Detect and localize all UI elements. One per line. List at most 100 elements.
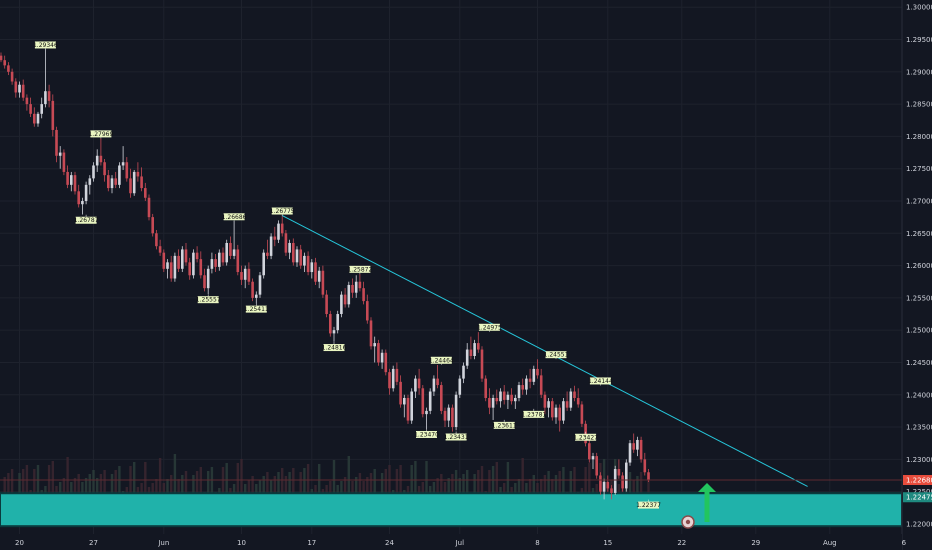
candle [33, 107, 36, 127]
volume-bar [414, 461, 417, 516]
price-axis-label: 1.26500 [906, 230, 932, 238]
pivot-label-box [34, 41, 56, 49]
volume-bar [225, 463, 228, 516]
pivot-label: 1.24144 [588, 377, 613, 386]
candle [380, 349, 384, 369]
time-axis-label: 27 [89, 539, 98, 547]
volume-bar [66, 457, 69, 516]
pivot-label-box [245, 305, 267, 313]
candle [391, 365, 395, 392]
candle [543, 391, 547, 415]
candle-body [99, 155, 103, 163]
pivot-label-box [575, 433, 597, 441]
up-arrow-icon[interactable] [698, 483, 716, 522]
candle [432, 375, 436, 397]
candle-body [258, 275, 262, 295]
candle-body [343, 294, 347, 305]
candle [306, 251, 310, 276]
pivot-label-box [589, 377, 611, 385]
candle [410, 388, 413, 424]
candle-body [403, 397, 406, 405]
candle [499, 388, 502, 408]
price-axis-label: 1.24000 [906, 391, 932, 399]
candle [236, 244, 240, 276]
candle [103, 159, 106, 182]
descending-trendline[interactable] [281, 215, 808, 487]
pivot-label: 1.23431 [444, 431, 469, 441]
time-axis-panel[interactable] [0, 534, 902, 550]
time-axis-label: 29 [751, 539, 760, 547]
candle [251, 278, 254, 302]
candle [173, 252, 177, 282]
candle-body [613, 469, 617, 493]
candle [639, 436, 643, 463]
time-axis-label: 6 [902, 539, 907, 547]
pivot-label: 1.25872 [347, 265, 372, 274]
candle [514, 394, 517, 409]
candle-body [625, 462, 628, 489]
candle [221, 247, 225, 266]
candle-body [236, 249, 240, 273]
candle [573, 385, 576, 402]
candle-body [251, 281, 254, 298]
candle [195, 246, 199, 263]
price-axis-label: 1.23000 [906, 456, 932, 464]
pivot-label: 1.27969 [88, 130, 113, 139]
candle [3, 55, 6, 69]
pivot-label-text: 1.24144 [588, 378, 613, 385]
candle [488, 388, 491, 415]
candle [84, 181, 88, 205]
candle-body [177, 255, 180, 269]
volume-bar [332, 460, 336, 516]
candle-body [528, 378, 532, 382]
volume-bar [173, 454, 177, 516]
pivot-label-text: 1.26686 [222, 214, 247, 221]
candle [99, 138, 103, 166]
candle-body [606, 481, 610, 489]
candle [114, 171, 117, 189]
candle-body [510, 394, 513, 402]
candle-body [488, 397, 491, 408]
candle [299, 244, 302, 269]
candle [47, 84, 51, 108]
candle [373, 336, 376, 363]
pivot-label: 1.24816 [322, 342, 347, 352]
candle-body [473, 343, 476, 356]
volume-bar [158, 458, 162, 516]
candle [118, 162, 121, 189]
candle [414, 375, 417, 398]
candle [206, 265, 210, 294]
candle-body [421, 388, 425, 415]
candle-body [536, 368, 539, 376]
volume-bar [303, 468, 306, 516]
candle [214, 253, 217, 273]
volume-bar [562, 467, 565, 516]
candle-body [617, 469, 621, 476]
candle-body [554, 407, 558, 418]
candle [243, 265, 247, 289]
candle [277, 220, 280, 243]
candle-body [273, 236, 277, 240]
candle [525, 375, 528, 395]
candle [354, 275, 358, 298]
candle-body [377, 343, 380, 363]
candle [110, 175, 114, 194]
pivot-label-box [445, 433, 467, 441]
price-axis-panel[interactable] [902, 0, 932, 550]
candle [181, 246, 184, 273]
candle-body [195, 252, 199, 260]
pivot-label: 1.24975 [477, 323, 502, 332]
pivot-label: 1.25557 [196, 294, 221, 304]
volume-bar [480, 466, 484, 516]
candle [21, 79, 25, 101]
pivot-label-text: 1.29346 [33, 42, 58, 49]
candle [81, 197, 84, 215]
support-zone[interactable] [0, 492, 903, 528]
candle-body [299, 249, 302, 266]
candle [14, 78, 18, 98]
price-axis-label: 1.23500 [906, 424, 932, 432]
candle [469, 336, 473, 360]
candle-body [129, 178, 132, 194]
volume-bar [221, 467, 225, 516]
